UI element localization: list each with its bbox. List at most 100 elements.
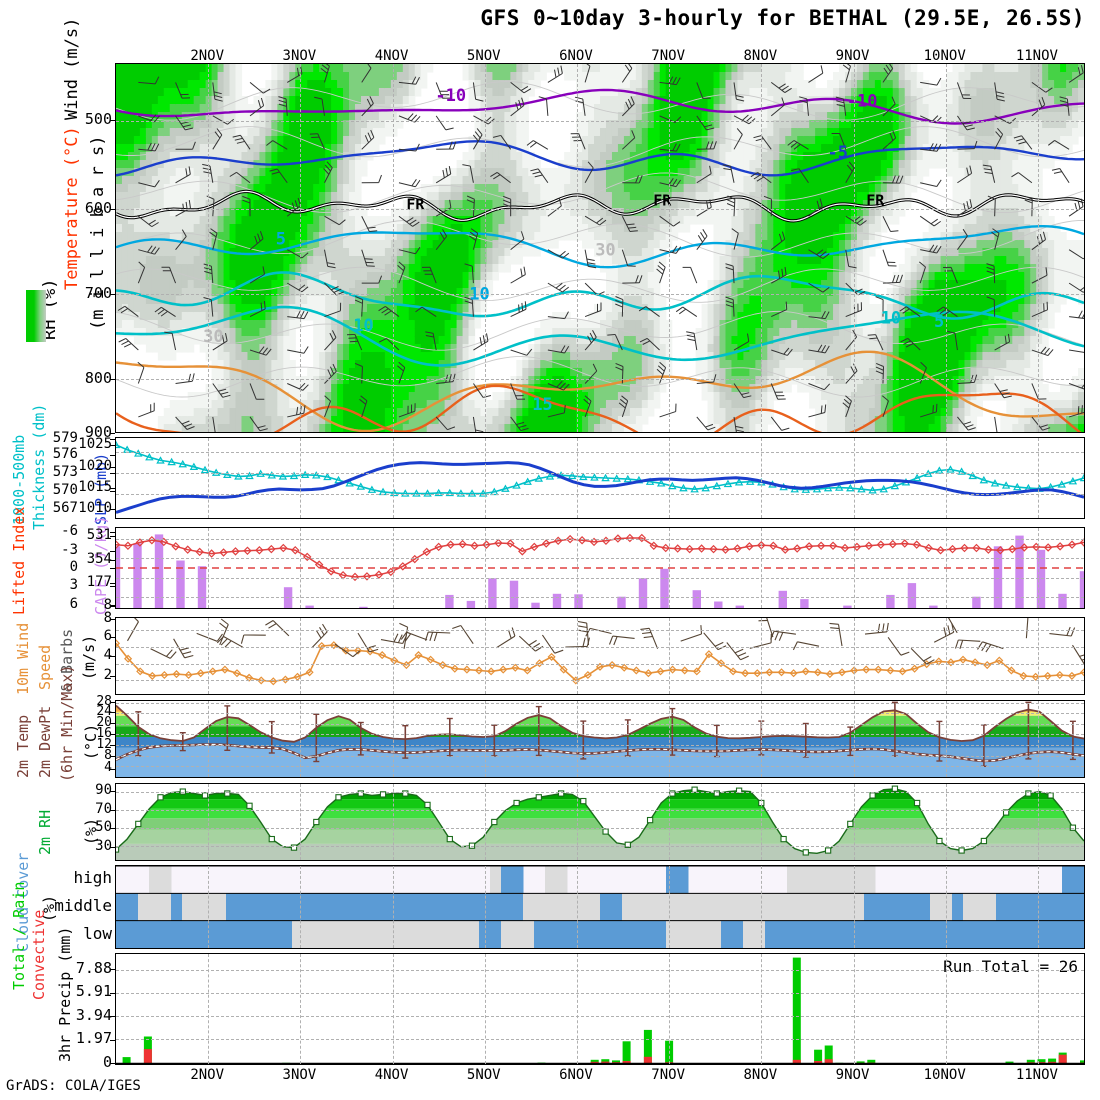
y-tick-mark — [110, 568, 115, 569]
y-tick-mark — [110, 604, 115, 606]
y-tick-mark — [110, 637, 115, 639]
x-tick-7nov: 7NOV — [651, 48, 685, 64]
grid-horizontal — [116, 703, 1084, 705]
y-tick-mark — [110, 586, 115, 588]
grid-vertical — [392, 866, 394, 948]
grid-horizontal — [116, 809, 1084, 811]
grid-horizontal — [116, 993, 1084, 995]
y-tick-label: 600 — [84, 198, 112, 217]
y-tick-mark — [110, 487, 115, 489]
contour-label: -10 — [435, 86, 466, 106]
panel-wind10m[interactable] — [115, 617, 1085, 695]
grid-vertical — [392, 701, 394, 777]
y-tick-mark — [110, 120, 115, 122]
panel-slp-thickness[interactable] — [115, 437, 1085, 519]
cloud-row-label-high: high — [73, 868, 112, 887]
grid-vertical — [1037, 784, 1039, 860]
x-tick-5nov: 5NOV — [466, 48, 501, 64]
grid-vertical — [484, 618, 486, 694]
grid-horizontal — [116, 452, 1084, 454]
grid-horizontal — [116, 828, 1084, 830]
grid-vertical — [945, 528, 947, 608]
grid-horizontal — [116, 596, 1084, 598]
grid-vertical — [208, 618, 210, 694]
y-tick-mark — [110, 439, 115, 441]
panel-lifted-cape[interactable] — [115, 527, 1085, 609]
axis-title: Temperature (°C) — [62, 126, 82, 290]
x-tick-2nov: 2NOV — [190, 48, 225, 64]
rh-legend-swatch — [26, 290, 46, 342]
x-axis-labels-top: 2NOV 3NOV 4NOV 5NOV 6NOV 7NOV 8NOV 9NOV 10NOV 11N… — [115, 48, 1085, 66]
axis-title: 2m Temp — [14, 714, 32, 778]
y-tick-label: 579 — [52, 430, 78, 447]
grid-vertical — [208, 438, 210, 518]
grid-vertical — [669, 784, 671, 860]
grid-vertical — [392, 64, 394, 432]
y-tick-label: 3.94 — [75, 1005, 112, 1024]
x-axis-labels-bottom: 2NOV 3NOV 4NOV 5NOV 6NOV 7NOV 8NOV 9NOV 10NOV 11N… — [115, 1067, 1085, 1085]
y-tick-mark — [110, 531, 115, 533]
grid-vertical — [392, 618, 394, 694]
grid-vertical — [1037, 954, 1039, 1064]
y-tick-label: -3 — [61, 541, 78, 558]
x-tick-9nov: 9NOV — [835, 1067, 870, 1083]
x-tick-5nov: 5NOV — [466, 1067, 501, 1083]
grid-horizontal — [116, 294, 1084, 295]
grid-horizontal — [116, 745, 1084, 747]
grid-horizontal — [116, 539, 1084, 541]
y-tick-mark — [110, 605, 115, 607]
y-tick-label: 500 — [84, 109, 112, 128]
grid-vertical — [208, 528, 210, 608]
axis-title: 2m RH — [36, 809, 54, 855]
contour-label: FR — [866, 192, 885, 210]
y-tick-label: 6 — [69, 595, 78, 612]
y-tick-label: 6 — [103, 628, 112, 645]
grid-vertical — [945, 618, 947, 694]
grid-horizontal — [116, 630, 1084, 632]
credit-label: GrADS: COLA/IGES — [6, 1078, 141, 1094]
grid-vertical — [945, 866, 947, 948]
cloud-row-label-low: low — [83, 924, 112, 943]
y-tick-label: 570 — [52, 482, 78, 499]
y-tick-mark — [110, 768, 115, 770]
y-tick-mark — [110, 294, 115, 296]
panel-cloud-cover[interactable] — [115, 865, 1085, 949]
axis-title: Speed — [36, 644, 54, 690]
x-tick-11nov: 11NOV — [1015, 1067, 1058, 1083]
contour-label: -5 — [828, 143, 848, 163]
grid-vertical — [484, 64, 486, 432]
y-tick-label: 3 — [69, 577, 78, 594]
y-tick-label: -6 — [61, 522, 78, 539]
grid-vertical — [761, 954, 763, 1064]
y-tick-mark — [110, 756, 115, 758]
grid-vertical — [1037, 866, 1039, 948]
grid-horizontal — [116, 680, 1084, 682]
grid-vertical — [484, 438, 486, 518]
grid-vertical — [484, 866, 486, 948]
x-tick-8nov: 8NOV — [743, 48, 778, 64]
x-tick-7nov: 7NOV — [651, 1067, 685, 1083]
grid-vertical — [576, 528, 578, 608]
grid-vertical — [1037, 528, 1039, 608]
y-tick-label: 8 — [104, 747, 112, 763]
y-tick-mark — [110, 466, 115, 468]
panel-precip[interactable]: Run Total = 26 — [115, 953, 1085, 1065]
grid-vertical — [761, 701, 763, 777]
y-tick-mark — [110, 723, 115, 725]
y-tick-mark — [110, 559, 115, 561]
panel-temp2m[interactable] — [115, 700, 1085, 778]
axis-title: Wind (m/s) — [62, 17, 82, 120]
run-total-annotation: Run Total = 26 — [943, 957, 1078, 976]
grid-vertical — [576, 438, 578, 518]
grid-horizontal — [116, 713, 1084, 715]
axis-title: Convective — [30, 909, 48, 1000]
grid-vertical — [853, 954, 855, 1064]
y-tick-mark — [110, 992, 115, 994]
panel-upper-profile[interactable]: -10 -10 -5 5 10 10 10 5 15 30 30 FR FR FR — [115, 63, 1085, 433]
x-tick-9nov: 9NOV — [835, 48, 870, 64]
grid-horizontal — [116, 766, 1084, 768]
panel-rh2m[interactable] — [115, 783, 1085, 861]
x-tick-6nov: 6NOV — [559, 48, 593, 64]
grid-horizontal — [116, 473, 1084, 475]
y-tick-mark — [110, 433, 115, 434]
